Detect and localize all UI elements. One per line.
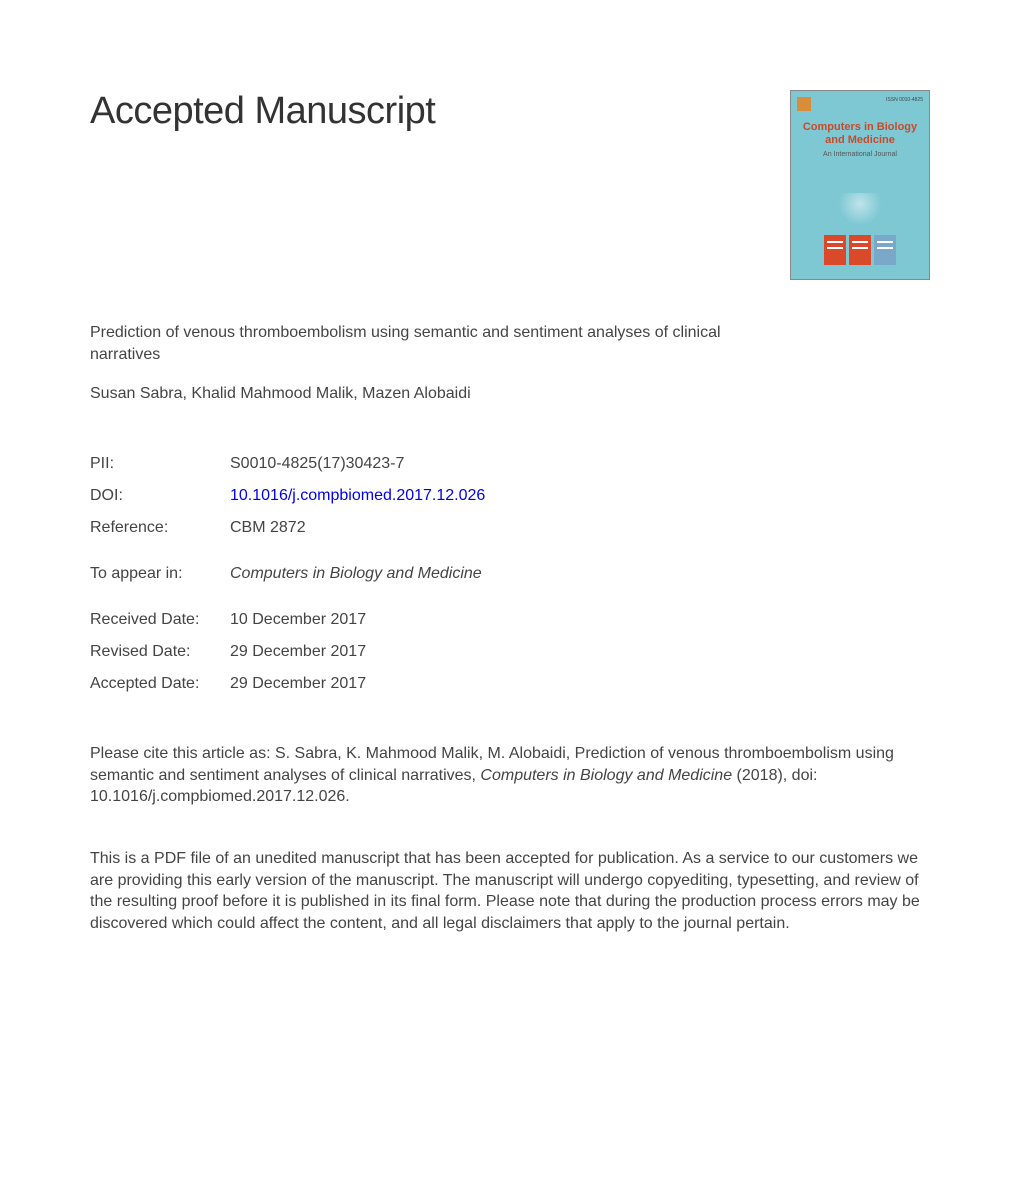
publisher-logo-icon bbox=[797, 97, 811, 111]
meta-value: CBM 2872 bbox=[230, 519, 306, 537]
meta-label: Reference: bbox=[90, 519, 230, 537]
page-heading: Accepted Manuscript bbox=[90, 90, 435, 133]
meta-row-pii: PII: S0010-4825(17)30423-7 bbox=[90, 455, 930, 473]
article-title: Prediction of venous thromboembolism usi… bbox=[90, 322, 730, 365]
citation-text: Please cite this article as: S. Sabra, K… bbox=[90, 743, 930, 808]
meta-label: Accepted Date: bbox=[90, 675, 230, 693]
disclaimer-text: This is a PDF file of an unedited manusc… bbox=[90, 848, 930, 934]
cover-journal-title: Computers in Biology and Medicine bbox=[799, 121, 921, 147]
cover-subtitle: An International Journal bbox=[799, 151, 921, 158]
meta-label: DOI: bbox=[90, 487, 230, 505]
doi-link[interactable]: 10.1016/j.compbiomed.2017.12.026 bbox=[230, 487, 485, 505]
citation-journal: Computers in Biology and Medicine bbox=[480, 767, 732, 784]
cover-art-icon bbox=[824, 235, 896, 265]
meta-label: PII: bbox=[90, 455, 230, 473]
meta-label: Received Date: bbox=[90, 611, 230, 629]
cover-block-icon bbox=[849, 235, 871, 265]
meta-label: To appear in: bbox=[90, 565, 230, 583]
meta-row-received: Received Date: 10 December 2017 bbox=[90, 611, 930, 629]
cover-figure-icon bbox=[835, 193, 885, 229]
meta-row-appear: To appear in: Computers in Biology and M… bbox=[90, 565, 930, 583]
meta-value: S0010-4825(17)30423-7 bbox=[230, 455, 404, 473]
meta-label: Revised Date: bbox=[90, 643, 230, 661]
meta-value: Computers in Biology and Medicine bbox=[230, 565, 482, 583]
meta-row-revised: Revised Date: 29 December 2017 bbox=[90, 643, 930, 661]
cover-block-icon bbox=[824, 235, 846, 265]
header-row: Accepted Manuscript ISSN 0010-4825 Compu… bbox=[90, 90, 930, 280]
meta-row-accepted: Accepted Date: 29 December 2017 bbox=[90, 675, 930, 693]
meta-row-reference: Reference: CBM 2872 bbox=[90, 519, 930, 537]
metadata-table: PII: S0010-4825(17)30423-7 DOI: 10.1016/… bbox=[90, 455, 930, 693]
meta-value: 29 December 2017 bbox=[230, 675, 366, 693]
cover-block-icon bbox=[874, 235, 896, 265]
article-authors: Susan Sabra, Khalid Mahmood Malik, Mazen… bbox=[90, 385, 930, 403]
meta-row-doi: DOI: 10.1016/j.compbiomed.2017.12.026 bbox=[90, 487, 930, 505]
journal-cover-thumbnail: ISSN 0010-4825 Computers in Biology and … bbox=[790, 90, 930, 280]
cover-issn: ISSN 0010-4825 bbox=[886, 97, 923, 103]
meta-value: 10 December 2017 bbox=[230, 611, 366, 629]
meta-value: 29 December 2017 bbox=[230, 643, 366, 661]
